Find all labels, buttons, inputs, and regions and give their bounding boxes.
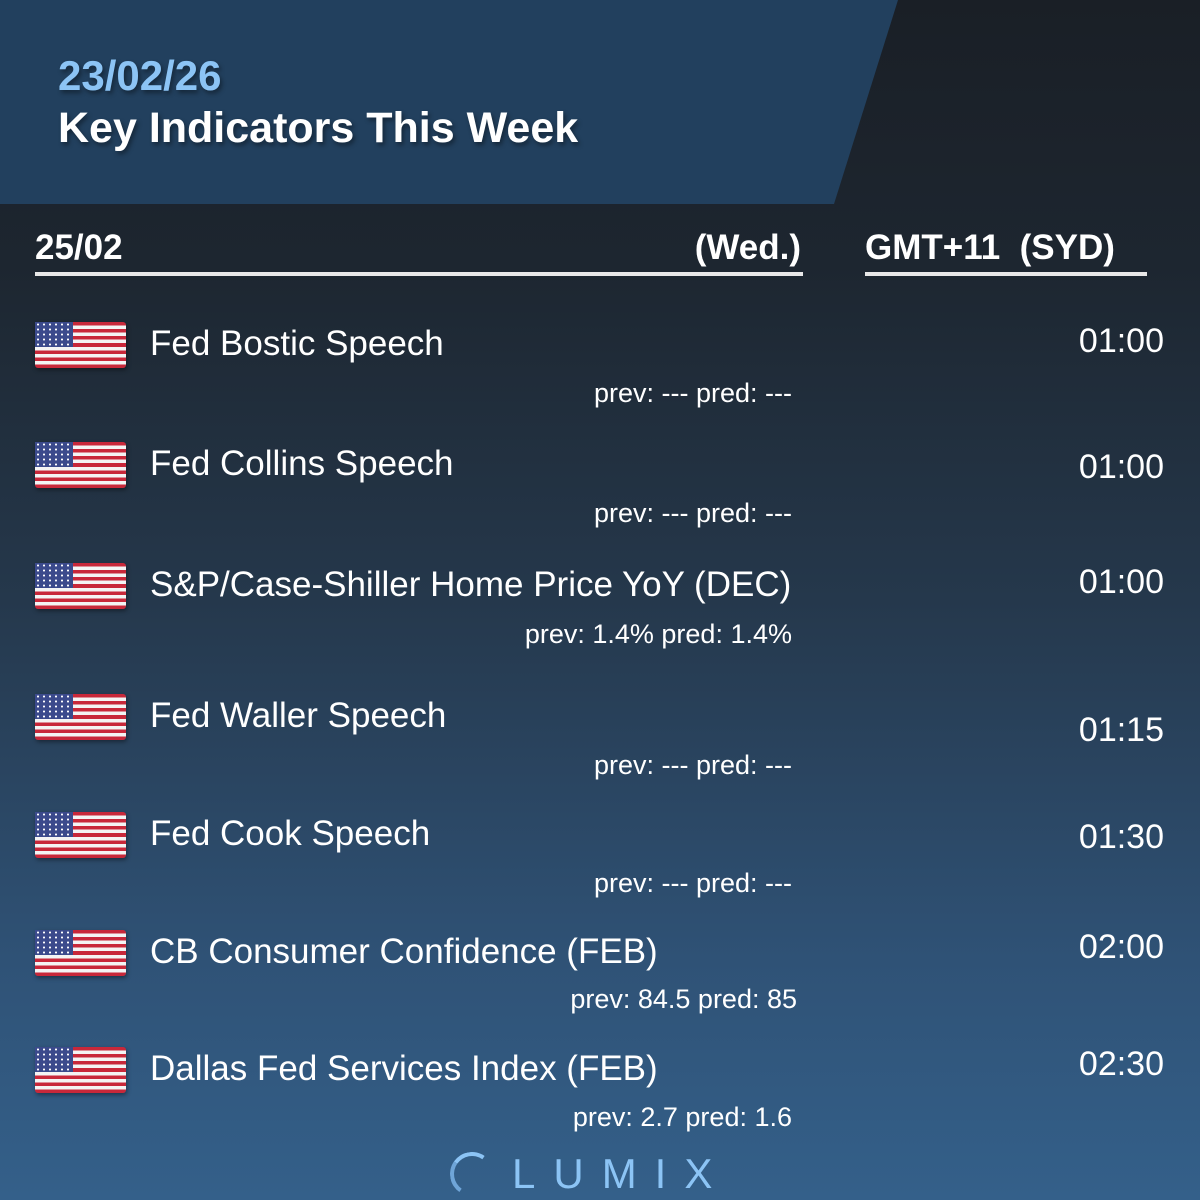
logo-ring-icon <box>446 1148 498 1200</box>
event-name: Fed Bostic Speech <box>150 324 444 363</box>
us-flag-icon <box>35 812 126 858</box>
header-date: 23/02/26 <box>58 52 222 99</box>
us-flag-icon <box>35 442 126 488</box>
event-prev-pred: prev: --- pred: --- <box>593 378 792 408</box>
event-time: 01:00 <box>1078 448 1164 486</box>
day-weekday: (Wed.) <box>694 228 801 267</box>
event-prev-pred: prev: --- pred: --- <box>593 498 792 528</box>
us-flag-icon <box>35 563 126 609</box>
event-time: 01:15 <box>1078 711 1164 749</box>
day-date: 25/02 <box>35 228 123 267</box>
event-prev-pred: prev: --- pred: --- <box>593 750 792 780</box>
event-name: Fed Cook Speech <box>150 814 431 853</box>
event-prev-pred: prev: 2.7 pred: 1.6 <box>572 1102 792 1132</box>
header-panel <box>0 0 898 204</box>
event-time: 02:30 <box>1078 1045 1164 1083</box>
page-title: Key Indicators This Week <box>58 104 579 152</box>
event-prev-pred: prev: 84.5 pred: 85 <box>570 984 797 1014</box>
event-time: 02:00 <box>1078 928 1164 966</box>
us-flag-icon <box>35 1047 126 1093</box>
event-time: 01:30 <box>1078 818 1164 856</box>
brand-name: LUMIX <box>512 1150 731 1197</box>
event-time: 01:00 <box>1078 563 1164 601</box>
timezone-label: GMT+11 (SYD) <box>865 228 1147 276</box>
us-flag-icon <box>35 930 126 976</box>
day-header: 25/02 (Wed.) <box>35 228 803 276</box>
us-flag-icon <box>35 322 126 368</box>
event-prev-pred: prev: --- pred: --- <box>593 868 792 898</box>
brand-logo: LUMIX <box>446 1148 731 1200</box>
event-name: CB Consumer Confidence (FEB) <box>150 932 658 971</box>
event-prev-pred: prev: 1.4% pred: 1.4% <box>524 619 792 649</box>
event-name: Fed Collins Speech <box>150 444 454 483</box>
us-flag-icon <box>35 694 126 740</box>
event-name: S&P/Case-Shiller Home Price YoY (DEC) <box>150 565 792 604</box>
event-name: Fed Waller Speech <box>150 696 447 735</box>
event-time: 01:00 <box>1078 322 1164 360</box>
event-name: Dallas Fed Services Index (FEB) <box>150 1049 658 1088</box>
